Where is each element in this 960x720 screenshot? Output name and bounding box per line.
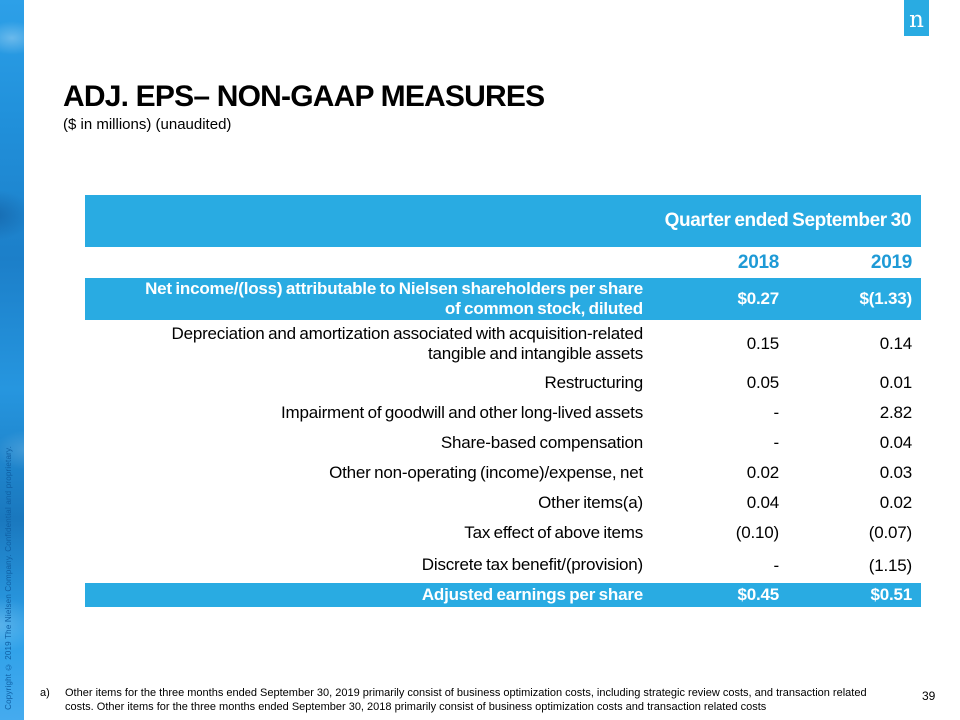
row-value-2018: 0.04 (746, 493, 779, 512)
copyright-text: Copyright © 2019 The Nielsen Company. Co… (4, 446, 13, 710)
row-value-2019: 0.04 (879, 433, 912, 452)
row-value-2018: - (773, 433, 780, 452)
footnote: a) Other items for the three months ende… (40, 686, 920, 714)
page-title: ADJ. EPS– NON-GAAP MEASURES (63, 80, 545, 113)
column-header-2018: 2018 (737, 252, 779, 273)
table-row: Restructuring 0.05 0.01 (85, 368, 921, 398)
table-row: Other items(a) 0.04 0.02 (85, 488, 921, 518)
page-number: 39 (922, 689, 936, 703)
page-subtitle: ($ in millions) (unaudited) (63, 116, 232, 133)
table-row: Discrete tax benefit/(provision) - (1.15… (85, 548, 921, 583)
table-row: Impairment of goodwill and other long-li… (85, 398, 921, 428)
nielsen-logo: n (904, 0, 929, 36)
row-label: Depreciation and amortization associated… (171, 323, 644, 363)
column-header-2019: 2019 (870, 252, 912, 273)
row-label: Other non-operating (income)/expense, ne… (329, 462, 643, 482)
row-value-2018: 0.02 (746, 463, 779, 482)
nielsen-logo-letter: n (909, 7, 924, 33)
row-value-2019: $0.51 (870, 585, 912, 604)
row-value-2018: $0.45 (737, 585, 779, 604)
row-value-2019: 2.82 (879, 403, 912, 422)
row-value-2019: 0.01 (879, 373, 912, 392)
table-row-total: Adjusted earnings per share $0.45 $0.51 (85, 583, 921, 607)
row-value-2018: - (773, 555, 780, 575)
footnote-text: Other items for the three months ended S… (65, 687, 867, 713)
row-label: Net income/(loss) attributable to Nielse… (145, 278, 643, 318)
row-label: Other items(a) (538, 492, 643, 512)
eps-table: Quarter ended September 30 2018 2019 Net… (85, 195, 921, 607)
row-label: Restructuring (544, 372, 644, 392)
row-label: Share-based compensation (440, 432, 643, 452)
table-row: Net income/(loss) attributable to Nielse… (85, 278, 921, 320)
row-value-2018: - (773, 403, 780, 422)
table-header-label: Quarter ended September 30 (664, 210, 912, 231)
row-value-2019: 0.03 (879, 463, 912, 482)
table-header-band: Quarter ended September 30 (85, 195, 921, 247)
row-value-2018: $0.27 (737, 289, 779, 308)
row-label: Impairment of goodwill and other long-li… (281, 402, 643, 422)
row-label: Adjusted earnings per share (421, 584, 643, 604)
row-value-2018: (0.10) (735, 523, 779, 542)
row-value-2019: (0.07) (868, 523, 912, 542)
footnote-marker: a) (40, 687, 50, 699)
row-value-2019: (1.15) (868, 555, 912, 575)
table-row: Other non-operating (income)/expense, ne… (85, 458, 921, 488)
table-row: Depreciation and amortization associated… (85, 320, 921, 368)
year-row-spacer (85, 247, 655, 278)
table-row: Share-based compensation - 0.04 (85, 428, 921, 458)
row-value-2019: $(1.33) (859, 289, 913, 308)
table-year-row: 2018 2019 (85, 247, 921, 278)
row-label: Discrete tax benefit/(provision) (421, 555, 643, 575)
decorative-side-strip: Copyright © 2019 The Nielsen Company. Co… (0, 0, 24, 720)
row-value-2018: 0.15 (746, 334, 779, 353)
row-value-2019: 0.14 (879, 334, 912, 353)
row-value-2019: 0.02 (879, 493, 912, 512)
row-value-2018: 0.05 (746, 373, 779, 392)
table-row: Tax effect of above items (0.10) (0.07) (85, 518, 921, 548)
row-label: Tax effect of above items (464, 522, 643, 542)
